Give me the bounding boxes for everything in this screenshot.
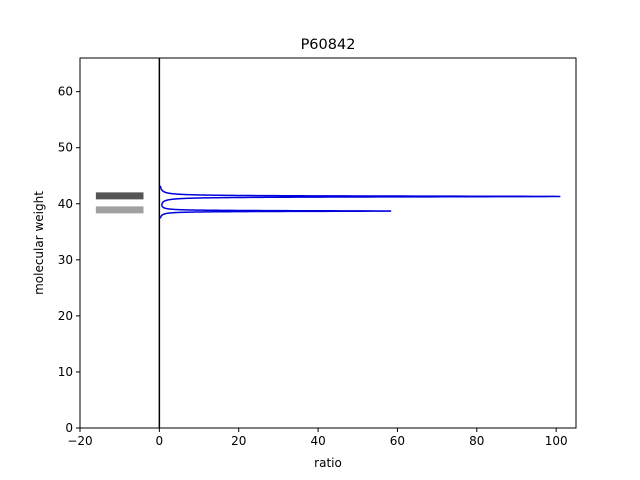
x-tick-label: 40 xyxy=(310,434,325,448)
y-tick-label: 10 xyxy=(58,365,73,379)
y-tick-label: 30 xyxy=(58,253,73,267)
chart-title: P60842 xyxy=(301,37,356,53)
y-axis-label: molecular weight xyxy=(32,191,46,295)
series-group xyxy=(159,185,561,219)
x-tick-label: 60 xyxy=(390,434,405,448)
gel-bands-group xyxy=(95,192,144,214)
y-tick-label: 20 xyxy=(58,309,73,323)
x-axis-ticks: −20 0 20 40 60 80 100 xyxy=(67,428,568,448)
x-tick-label: 80 xyxy=(469,434,484,448)
x-tick-label: 20 xyxy=(231,434,246,448)
plot-area-frame xyxy=(79,57,577,429)
y-tick-label: 40 xyxy=(58,197,73,211)
y-tick-label: 60 xyxy=(58,85,73,99)
x-axis-label: ratio xyxy=(314,456,342,470)
y-axis-ticks: 0 10 20 30 40 50 60 xyxy=(58,85,80,435)
series-line-1 xyxy=(159,185,561,219)
x-tick-label: −20 xyxy=(67,434,92,448)
y-tick-label: 0 xyxy=(65,421,73,435)
y-tick-label: 50 xyxy=(58,141,73,155)
x-tick-label: 100 xyxy=(545,434,568,448)
x-tick-label: 0 xyxy=(156,434,164,448)
